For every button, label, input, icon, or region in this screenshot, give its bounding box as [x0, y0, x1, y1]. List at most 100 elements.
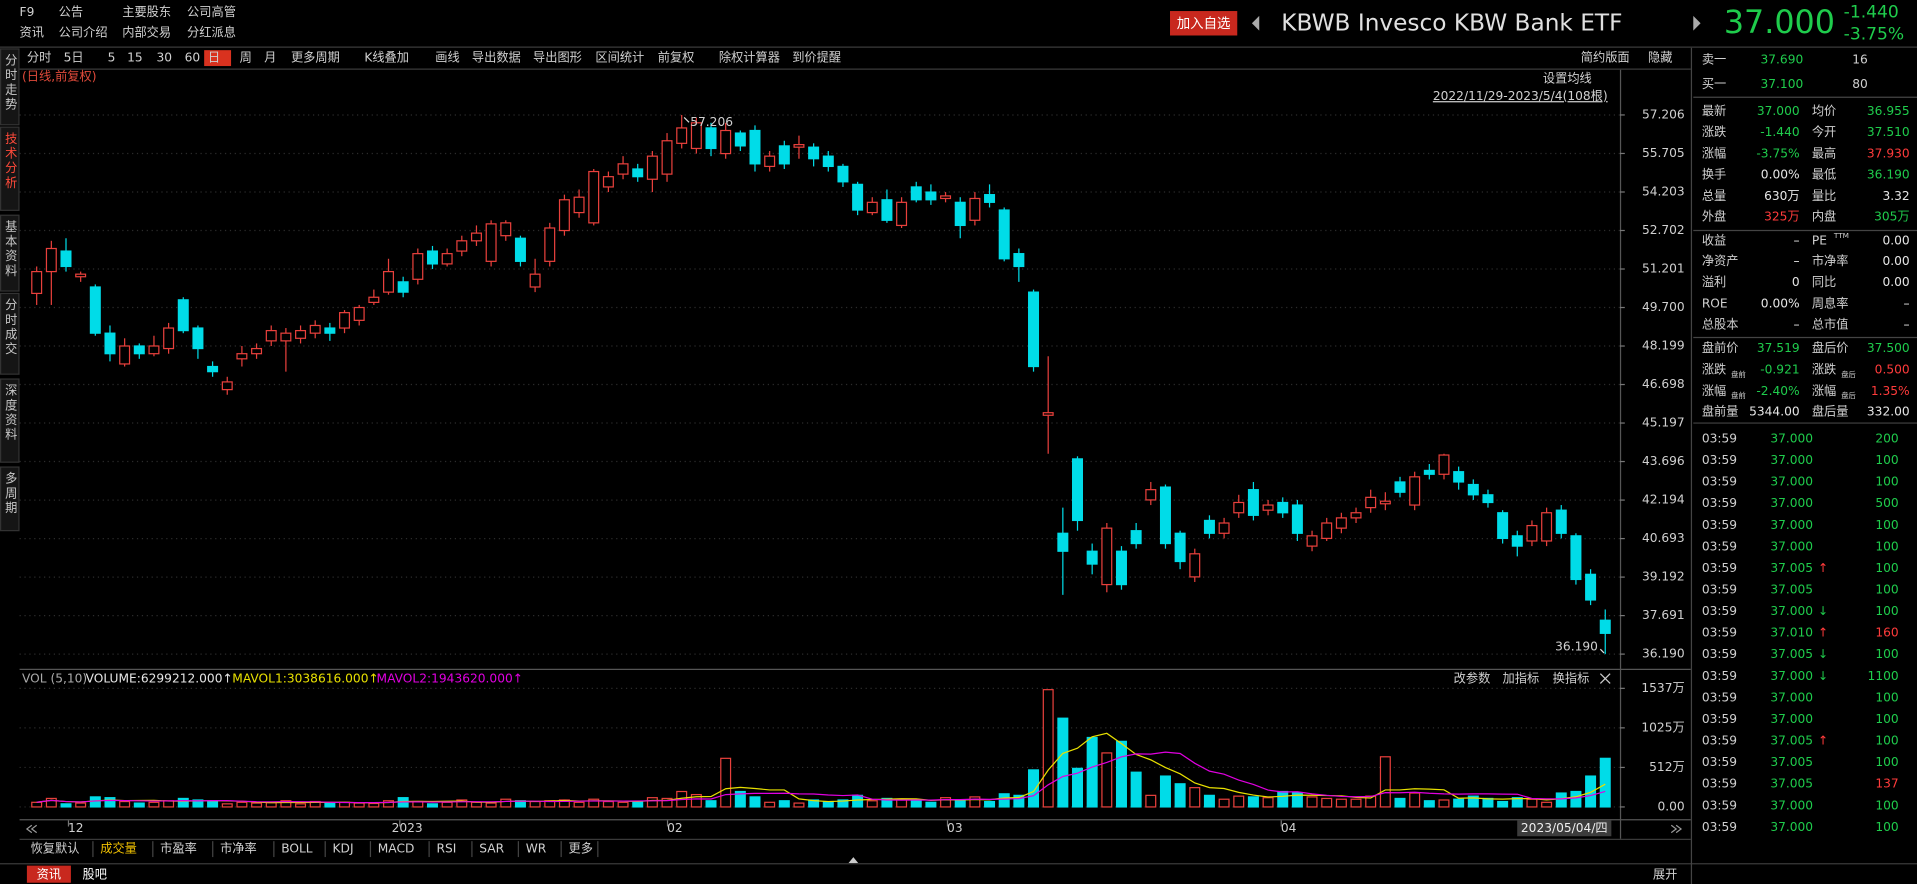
menu-link[interactable]: 公告: [59, 5, 83, 19]
footer-tab[interactable]: 股吧: [83, 867, 107, 881]
toolbar-button[interactable]: 区间统计: [595, 51, 644, 65]
menu-link[interactable]: 分红派息: [187, 25, 236, 40]
volume-bar: [1115, 740, 1127, 808]
trade-price: 37.005: [1770, 582, 1813, 596]
volume-bar: [1335, 798, 1347, 808]
side-tab[interactable]: 分时成交: [3, 298, 17, 357]
toolbar-button[interactable]: 更多周期: [291, 51, 340, 65]
side-tab[interactable]: 多周期: [3, 472, 17, 516]
side-tab[interactable]: 深度资料: [3, 384, 17, 443]
menu-link[interactable]: 公司介绍: [59, 26, 108, 40]
toolbar-button[interactable]: 到价提醒: [792, 50, 841, 65]
volume-bar: [1599, 757, 1611, 808]
candle-body: [1409, 476, 1421, 506]
scroll-right[interactable]: [1670, 824, 1683, 834]
trade-price: 37.000: [1770, 475, 1813, 489]
indicator-tab[interactable]: BOLL: [281, 842, 313, 856]
quote-label: 市净率: [1812, 253, 1849, 268]
candle-body: [764, 155, 776, 168]
toolbar-button[interactable]: 5: [108, 51, 116, 65]
side-tab[interactable]: 技术分析: [3, 132, 17, 191]
candle-body: [1291, 504, 1303, 534]
indicator-tab[interactable]: 市净率: [220, 841, 257, 856]
y-tick-label: 39.192: [1642, 570, 1685, 584]
indicator-tab[interactable]: RSI: [436, 842, 456, 856]
volume-bar: [280, 800, 292, 808]
toolbar-button[interactable]: 分时: [27, 51, 51, 65]
candle-body: [1335, 517, 1347, 529]
indicator-button[interactable]: 换指标: [1553, 671, 1590, 686]
collapse-arrow: [848, 857, 859, 864]
quote-label: 总市值: [1812, 317, 1849, 332]
toolbar-button[interactable]: 除权计算器: [719, 50, 780, 65]
indicator-tab[interactable]: SAR: [479, 842, 504, 856]
footer-tab[interactable]: 资讯: [37, 867, 61, 881]
candle-body: [368, 296, 380, 303]
volume-bar: [221, 803, 233, 808]
volume-bar: [265, 802, 277, 808]
quote-value: -2.40%: [1756, 384, 1799, 398]
menu-link[interactable]: 公司高管: [187, 4, 236, 19]
volume-bar: [500, 798, 512, 808]
toolbar-button[interactable]: 周: [240, 51, 252, 65]
toolbar-button[interactable]: 导出图形: [533, 51, 582, 65]
volume-bar: [1394, 797, 1406, 808]
close-icon[interactable]: [1599, 673, 1611, 684]
indicator-tab[interactable]: 恢复默认: [31, 841, 80, 856]
toolbar-button[interactable]: 导出数据: [472, 50, 521, 65]
quote-value: 37.000: [1757, 104, 1800, 118]
volume-bar: [104, 797, 116, 808]
indicator-button[interactable]: 改参数: [1454, 671, 1491, 686]
toolbar-button[interactable]: 月: [264, 51, 276, 65]
menu-link[interactable]: 内部交易: [122, 25, 171, 40]
quote-value: –: [1794, 318, 1800, 332]
candle-body: [1321, 522, 1333, 540]
ma-settings[interactable]: 设置均线: [1543, 71, 1592, 85]
indicator-tab[interactable]: 成交量: [100, 841, 137, 856]
volume-bar: [1086, 736, 1098, 808]
toolbar-button[interactable]: 60: [185, 51, 201, 65]
indicator-title: VOL (5,10): [22, 672, 87, 686]
footer-tab-bg: [26, 865, 71, 883]
expand-button[interactable]: 展开: [1653, 867, 1677, 881]
volume-bar: [749, 796, 761, 808]
y-tick-label: 46.698: [1642, 377, 1685, 391]
quote-value: –: [1794, 233, 1800, 247]
toolbar-button[interactable]: 简约版面: [1581, 50, 1630, 65]
volume-bar: [1585, 775, 1597, 808]
trade-volume: 100: [1875, 712, 1898, 726]
volume-bar: [734, 790, 746, 808]
menu-link[interactable]: 主要股东: [122, 5, 171, 19]
toolbar-button[interactable]: 画线: [435, 51, 459, 65]
toolbar-button[interactable]: 30: [156, 51, 172, 65]
indicator-button[interactable]: 加指标: [1503, 671, 1540, 686]
next-arrow: [1693, 15, 1701, 31]
toolbar-button[interactable]: 隐藏: [1648, 51, 1672, 65]
side-tab[interactable]: 分时走势: [3, 54, 17, 113]
indicator-tab[interactable]: MACD: [378, 842, 415, 856]
toolbar-button[interactable]: 前复权: [658, 50, 695, 65]
date-box: 2023/05/04/四: [1521, 821, 1608, 835]
indicator-tab[interactable]: KDJ: [333, 842, 354, 856]
y-tick-label: 54.203: [1642, 184, 1685, 198]
add-button[interactable]: 加入自选: [1177, 16, 1231, 32]
x-tick-label: 04: [1281, 821, 1297, 835]
indicator-tab[interactable]: 市盈率: [160, 841, 197, 856]
toolbar-button[interactable]: K线叠加: [364, 51, 409, 65]
side-tab-bg: [0, 292, 20, 375]
scroll-left[interactable]: [25, 824, 38, 834]
toolbar-button[interactable]: 日: [208, 51, 220, 65]
menu-link[interactable]: F9: [20, 5, 35, 19]
toolbar-button[interactable]: 5日: [64, 51, 84, 65]
quote-value: -1.440: [1760, 125, 1799, 139]
candle-body: [573, 196, 585, 214]
side-tab[interactable]: 基本资料: [3, 220, 17, 279]
quote-value: 37.519: [1757, 341, 1800, 355]
trade-price: 37.000: [1770, 690, 1813, 704]
y-tick-label: 40.693: [1642, 531, 1685, 545]
toolbar-button[interactable]: 15: [127, 51, 143, 65]
indicator-tab[interactable]: WR: [526, 842, 547, 856]
indicator-tab[interactable]: 更多: [568, 842, 592, 856]
trade-flag: ↓: [1818, 669, 1828, 683]
menu-link[interactable]: 资讯: [20, 26, 44, 40]
